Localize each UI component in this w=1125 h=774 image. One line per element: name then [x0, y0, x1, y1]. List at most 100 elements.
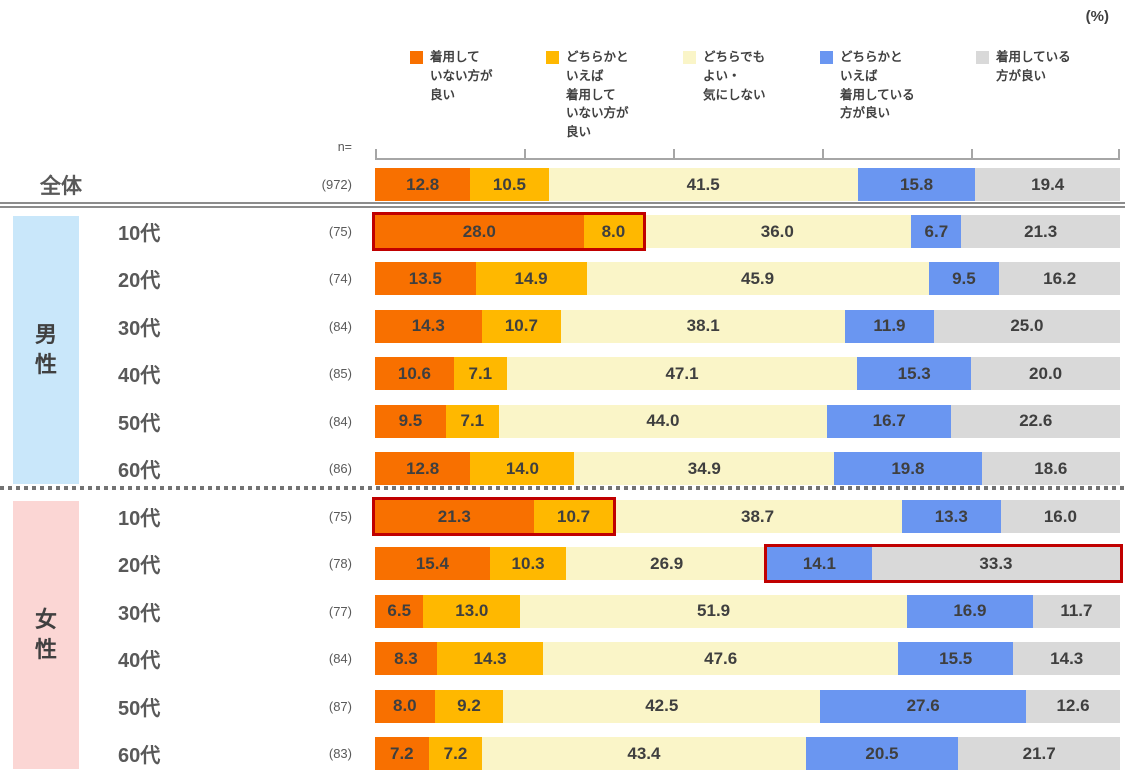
bar-segment: 20.5	[805, 737, 959, 770]
segment-value-label: 16.9	[953, 601, 987, 621]
segment-value-label: 7.2	[443, 743, 468, 763]
bar-segment: 6.5	[375, 594, 424, 628]
legend-swatch-orange	[410, 51, 423, 64]
bar-segment: 8.0	[375, 689, 435, 723]
segment-value-label: 10.5	[492, 174, 527, 194]
segment-value-label: 38.1	[686, 316, 720, 336]
segment-value-label: 7.1	[468, 363, 493, 383]
bar-segment: 14.3	[375, 309, 482, 343]
segment-value-label: 21.3	[437, 506, 471, 526]
segment-value-label: 20.0	[1029, 363, 1063, 383]
segment-value-label: 41.5	[686, 174, 720, 194]
bar-segment: 14.1	[766, 547, 872, 581]
row-n-value: (83)	[328, 746, 352, 761]
bar-segment: 12.8	[375, 452, 471, 485]
stacked-bar: 10.6 7.1 47.1 15.3 20.0	[375, 357, 1120, 391]
segment-value-label: 42.5	[645, 696, 679, 716]
bar-segment: 43.4	[482, 737, 806, 770]
bar-segment: 21.3	[961, 215, 1120, 248]
bar-segment: 34.9	[574, 452, 835, 485]
group-label-male: 男 性	[34, 322, 57, 377]
segment-value-label: 16.2	[1043, 268, 1077, 288]
bar-segment: 8.3	[375, 642, 437, 676]
segment-value-label: 15.8	[900, 174, 934, 194]
segment-value-label: 12.8	[406, 174, 440, 194]
segment-value-label: 14.3	[1050, 648, 1084, 668]
bar-segment: 36.0	[643, 215, 912, 248]
axis-tick	[1118, 149, 1120, 160]
stacked-bar: 12.8 10.5 41.5 15.8 19.4	[375, 168, 1120, 201]
stacked-bar: 28.0 8.0 36.0 6.7 21.3	[375, 215, 1120, 248]
bar-segment: 47.1	[506, 357, 858, 391]
axis-tick	[375, 149, 377, 160]
bar-segment: 14.0	[470, 452, 575, 485]
row-label: 全体	[40, 174, 82, 198]
bar-row: 60代 (86) 12.8 14.0 34.9 19.8 18.6	[0, 452, 1125, 485]
bar-segment: 6.7	[911, 215, 962, 248]
row-label: 50代	[118, 697, 161, 720]
highlight-box	[372, 212, 647, 251]
bar-segment: 18.6	[981, 452, 1121, 485]
bar-segment: 7.2	[428, 737, 483, 770]
stacked-bar: 12.8 14.0 34.9 19.8 18.6	[375, 452, 1121, 485]
row-label: 30代	[118, 317, 161, 340]
stacked-bar: 13.5 14.9 45.9 9.5 16.2	[375, 262, 1120, 296]
segment-value-label: 47.6	[704, 648, 738, 668]
segment-value-label: 15.4	[415, 553, 449, 573]
segment-value-label: 27.6	[906, 696, 940, 716]
legend-swatch-cream	[683, 51, 696, 64]
stacked-bar: 9.5 7.1 44.0 16.7 22.6	[375, 404, 1120, 438]
bar-segment: 19.8	[834, 452, 982, 485]
stacked-bar: 6.5 13.0 51.9 16.9 11.7	[375, 594, 1120, 628]
row-n-value: (87)	[328, 698, 352, 714]
bar-segment: 7.1	[453, 357, 507, 391]
stacked-bar: 8.3 14.3 47.6 15.5 14.3	[375, 642, 1120, 676]
segment-value-label: 8.0	[601, 221, 626, 241]
segment-value-label: 21.7	[1022, 743, 1056, 763]
bar-row: 10代 (75) 28.0 8.0 36.0 6.7 21.3	[0, 215, 1125, 248]
bar-segment: 21.7	[958, 737, 1120, 770]
legend-item-5: 着用している 方が良い	[976, 48, 1071, 86]
bar-row: 40代 (84) 8.3 14.3 47.6 15.5 14.3	[0, 642, 1125, 676]
bar-segment: 14.9	[475, 262, 587, 296]
bar-segment: 42.5	[503, 689, 821, 723]
legend-label: どちらでも よい・ 気にしない	[703, 50, 766, 102]
row-label: 40代	[118, 650, 161, 673]
segment-value-label: 43.4	[627, 743, 661, 763]
row-label: 60代	[118, 460, 161, 482]
segment-value-label: 9.5	[398, 411, 423, 431]
bar-segment: 26.9	[566, 547, 767, 581]
highlight-box	[372, 497, 617, 536]
bar-segment: 10.3	[489, 547, 567, 581]
segment-value-label: 14.1	[802, 553, 836, 573]
segment-value-label: 7.2	[390, 743, 414, 763]
row-n-value: (86)	[328, 461, 352, 476]
highlight-box	[763, 544, 1123, 584]
bar-segment: 20.0	[971, 357, 1120, 391]
n-equals-header: n=	[337, 140, 352, 154]
bar-segment: 44.0	[498, 404, 827, 438]
legend-item-3: どちらでも よい・ 気にしない	[683, 48, 766, 104]
row-n-value: (84)	[328, 413, 352, 429]
bar-segment: 51.9	[520, 594, 907, 628]
row-n-value: (77)	[328, 603, 352, 619]
bar-segment: 38.7	[613, 500, 902, 533]
stacked-bar: 21.3 10.7 38.7 13.3 16.0	[375, 500, 1120, 533]
bar-row: 50代 (84) 9.5 7.1 44.0 16.7 22.6	[0, 404, 1125, 438]
segment-value-label: 16.7	[872, 411, 906, 431]
segment-value-label: 44.0	[646, 411, 680, 431]
segment-value-label: 10.7	[504, 316, 538, 336]
row-label: 50代	[118, 412, 161, 435]
bar-segment: 16.9	[906, 594, 1033, 628]
segment-value-label: 28.0	[462, 221, 496, 241]
bar-row: 30代 (84) 14.3 10.7 38.1 11.9 25.0	[0, 309, 1125, 343]
bar-segment: 15.5	[897, 642, 1014, 676]
bar-row: 30代 (77) 6.5 13.0 51.9 16.9 11.7	[0, 594, 1125, 628]
bar-segment: 11.9	[845, 309, 934, 343]
segment-value-label: 45.9	[741, 268, 775, 288]
segment-value-label: 10.7	[557, 506, 591, 526]
bar-row: 60代 (83) 7.2 7.2 43.4 20.5 21.7	[0, 737, 1125, 770]
bar-segment: 9.5	[928, 262, 1000, 296]
legend-swatch-amber	[546, 51, 559, 64]
